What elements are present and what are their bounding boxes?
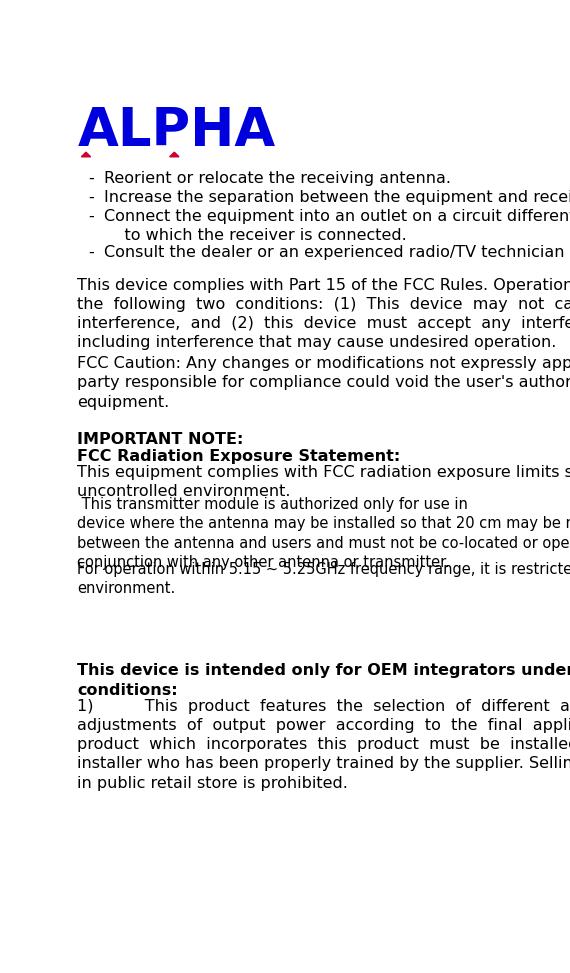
Text: IMPORTANT NOTE:: IMPORTANT NOTE: <box>78 432 244 448</box>
Text: This transmitter module is authorized only for use in
device where the antenna m: This transmitter module is authorized on… <box>78 497 570 570</box>
Text: For operation within 5.15 ~ 5.25GHz frequency range, it is restricted to indoor
: For operation within 5.15 ~ 5.25GHz freq… <box>78 561 570 596</box>
Text: FCC Caution: Any changes or modifications not expressly approved by the
party re: FCC Caution: Any changes or modification… <box>78 356 570 410</box>
Polygon shape <box>82 152 91 157</box>
Text: -: - <box>88 209 94 224</box>
Text: FCC Radiation Exposure Statement:: FCC Radiation Exposure Statement: <box>78 449 401 463</box>
Text: Consult the dealer or an experienced radio/TV technician for help.: Consult the dealer or an experienced rad… <box>104 244 570 260</box>
Polygon shape <box>170 152 179 157</box>
Text: -: - <box>88 190 94 205</box>
Text: -: - <box>88 244 94 260</box>
Text: Reorient or relocate the receiving antenna.: Reorient or relocate the receiving anten… <box>104 170 451 186</box>
Text: Connect the equipment into an outlet on a circuit different from that
    to whi: Connect the equipment into an outlet on … <box>104 209 570 243</box>
Text: Increase the separation between the equipment and receiver.: Increase the separation between the equi… <box>104 190 570 205</box>
Text: 1)          This  product  features  the  selection  of  different  antennas  an: 1) This product features the selection o… <box>78 699 570 791</box>
Text: This equipment complies with FCC radiation exposure limits set forth for an
unco: This equipment complies with FCC radiati… <box>78 465 570 499</box>
Text: ALPHA: ALPHA <box>78 105 276 157</box>
Text: This device is intended only for OEM integrators under the following
conditions:: This device is intended only for OEM int… <box>78 664 570 698</box>
Text: This device complies with Part 15 of the FCC Rules. Operation is subject to
the : This device complies with Part 15 of the… <box>78 277 570 350</box>
Text: -: - <box>88 170 94 186</box>
